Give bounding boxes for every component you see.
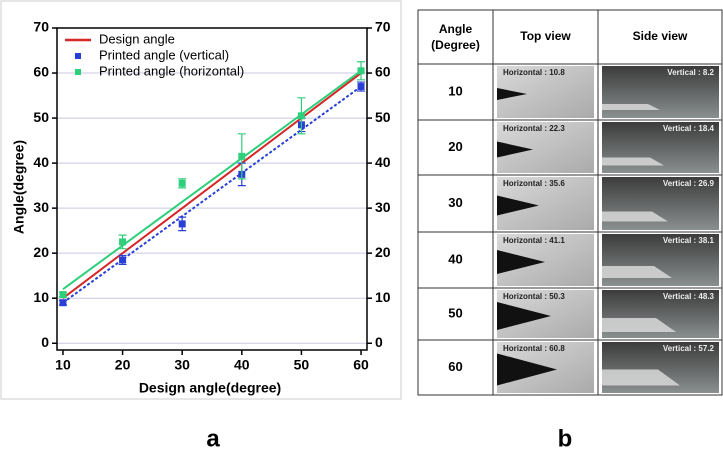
marker [178,179,186,187]
table-header: Top view [520,29,571,43]
marker [59,291,67,299]
photo-caption: Horizontal : 41.1 [503,236,565,245]
marker [357,83,365,91]
x-tick-label: 50 [294,357,310,373]
photo-caption: Horizontal : 10.8 [503,68,565,77]
photo-object [602,266,672,278]
table-cell: 60 [448,359,462,374]
photo-caption: Horizontal : 22.3 [503,124,565,133]
y-tick-label: 50 [33,109,49,125]
legend-label: Design angle [99,31,175,46]
table-cell: 10 [448,83,462,98]
panel-frame [0,0,402,400]
y-axis-title: Angle(degree) [11,140,27,234]
trend-line [62,85,362,304]
y2-tick-label: 60 [375,64,391,80]
line [62,72,362,300]
x-axis-title: Design angle(degree) [139,380,281,396]
legend-label: Printed angle (horizontal) [99,63,244,78]
y-tick-label: 20 [33,244,49,260]
y-tick-label: 60 [33,64,49,80]
y-tick-label: 0 [41,334,49,350]
marker [357,67,365,75]
y2-tick-label: 20 [375,244,391,260]
photo-caption: Vertical : 38.1 [663,236,715,245]
x-tick-label: 40 [234,357,250,373]
x-tick-label: 30 [174,357,190,373]
photo-caption: Vertical : 26.9 [663,179,715,188]
x-tick-label: 60 [353,357,369,373]
legend-label: Printed angle (vertical) [99,47,229,62]
y-tick-label: 30 [33,199,49,215]
photo-caption: Horizontal : 60.8 [503,344,565,353]
photo-object [602,104,660,110]
table-cell: 30 [448,195,462,210]
marker [59,299,67,307]
table-header: (Degree) [431,38,480,52]
y2-tick-label: 0 [375,334,383,350]
y-tick-label: 40 [33,154,49,170]
photo-object [497,250,545,274]
photo-caption: Horizontal : 50.3 [503,292,565,301]
photo-caption: Horizontal : 35.6 [503,179,565,188]
y2-tick-label: 30 [375,199,391,215]
photo-object [602,211,668,222]
marker [297,112,305,120]
photo-object [497,353,557,386]
trend-line [62,69,362,291]
x-tick-label: 20 [115,357,131,373]
table-cell: 20 [448,139,462,154]
y-tick-label: 10 [33,289,49,305]
y2-tick-label: 50 [375,109,391,125]
legend-swatch [75,69,81,75]
panel-label: b [558,425,573,452]
photo-caption: Vertical : 48.3 [663,292,715,301]
photo-object [497,88,527,100]
photo-object [602,157,664,166]
y-tick-label: 70 [33,19,49,35]
table-cell: 40 [448,251,462,266]
marker [119,256,127,264]
y2-tick-label: 10 [375,289,391,305]
table-cell: 50 [448,305,462,320]
photo-object [497,141,533,158]
marker [238,152,246,160]
photo-caption: Vertical : 8.2 [667,68,714,77]
x-tick-label: 10 [55,357,71,373]
table-header: Angle [439,22,473,36]
legend-swatch [75,53,81,59]
photo-object [497,302,551,330]
photo-caption: Vertical : 18.4 [663,124,715,133]
plot-frame [56,27,368,351]
marker [178,220,186,228]
photo-object [497,195,539,216]
marker [119,238,127,246]
photo-object [602,318,676,332]
panel-label: a [206,425,220,452]
y2-tick-label: 70 [375,19,391,35]
photo-caption: Vertical : 57.2 [663,344,715,353]
y2-tick-label: 40 [375,154,391,170]
photo-object [602,369,680,386]
table-header: Side view [633,29,688,43]
